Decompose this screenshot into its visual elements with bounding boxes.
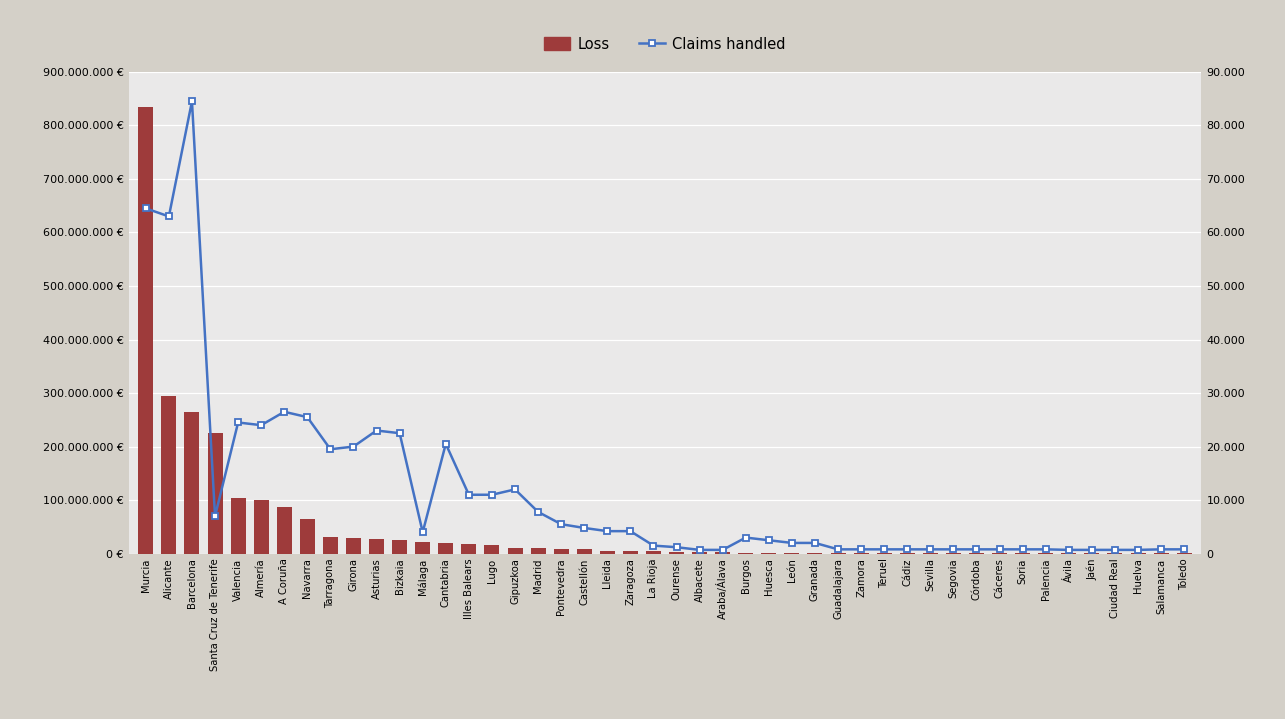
Bar <box>276 506 292 554</box>
Bar <box>415 542 430 554</box>
Bar <box>323 536 338 554</box>
Bar <box>230 498 245 554</box>
Legend: Loss, Claims handled: Loss, Claims handled <box>538 31 792 58</box>
Bar <box>162 395 176 554</box>
Bar <box>438 543 454 554</box>
Bar <box>693 552 707 554</box>
Bar <box>508 548 523 554</box>
Bar <box>484 544 500 554</box>
Bar <box>646 551 660 554</box>
Bar <box>299 519 315 554</box>
Bar <box>346 538 361 554</box>
Bar <box>669 551 684 554</box>
Bar <box>761 553 776 554</box>
Bar <box>739 553 753 554</box>
Bar <box>531 549 546 554</box>
Bar <box>208 433 222 554</box>
Bar <box>577 549 591 554</box>
Bar <box>554 549 569 554</box>
Bar <box>185 412 199 554</box>
Bar <box>623 551 637 554</box>
Bar <box>392 540 407 554</box>
Bar <box>807 553 822 554</box>
Bar <box>600 551 614 554</box>
Bar <box>139 106 153 554</box>
Bar <box>461 544 477 554</box>
Bar <box>784 553 799 554</box>
Bar <box>253 500 269 554</box>
Bar <box>716 552 730 554</box>
Bar <box>369 539 384 554</box>
